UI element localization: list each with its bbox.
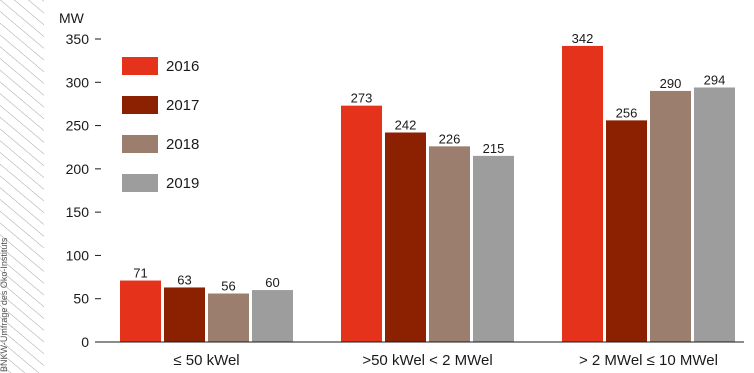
bar	[650, 90, 691, 342]
y-tick-label: 100	[66, 247, 90, 263]
bar-value-label: 294	[704, 72, 726, 87]
bar	[208, 293, 249, 342]
bar-value-label: 273	[351, 91, 373, 106]
bar-value-label: 215	[483, 141, 505, 156]
decorative-hatch-strip	[0, 0, 44, 373]
bar-value-label: 290	[660, 76, 682, 91]
bar	[120, 280, 161, 342]
y-axis: 0 50 100 150 200 250 300 350	[66, 31, 101, 350]
y-axis-unit: MW	[59, 10, 85, 26]
bar	[252, 290, 293, 342]
bar-value-label: 71	[133, 266, 147, 281]
legend-label: 2019	[166, 175, 199, 192]
x-category-label: >50 kWel < 2 MWel	[362, 352, 492, 369]
data-labels: 71 273 342 63 242 256 56 226 290 60 215 294	[133, 31, 725, 294]
y-tick-label: 150	[66, 204, 90, 220]
bar-value-label: 226	[439, 131, 461, 146]
x-category-label: > 2 MWel ≤ 10 MWel	[579, 352, 718, 369]
legend-swatch	[122, 135, 158, 153]
bar	[164, 287, 205, 342]
y-tick-label: 300	[66, 74, 90, 90]
legend-swatch	[122, 96, 158, 114]
y-tick-label: 50	[73, 291, 89, 307]
legend-swatch	[122, 57, 158, 75]
y-tick-label: 200	[66, 161, 90, 177]
legend-label: 2016	[166, 58, 199, 75]
bar-value-label: 63	[177, 272, 191, 287]
legend-label: 2017	[166, 97, 199, 114]
bar	[429, 146, 470, 342]
y-tick-label: 250	[66, 118, 90, 134]
bar-value-label: 256	[616, 105, 638, 120]
bar-series-group	[120, 45, 735, 343]
bar-value-label: 342	[572, 31, 594, 46]
bar-value-label: 56	[221, 279, 235, 294]
y-tick-label: 350	[66, 31, 90, 47]
x-category-label: ≤ 50 kWel	[173, 352, 239, 369]
x-axis: ≤ 50 kWel >50 kWel < 2 MWel > 2 MWel ≤ 10 …	[97, 341, 744, 369]
bar	[694, 87, 735, 342]
bar	[341, 105, 382, 342]
bar-value-label: 60	[265, 275, 279, 290]
legend-swatch	[122, 174, 158, 192]
bar-value-label: 242	[395, 117, 417, 132]
y-tick-label: 0	[81, 334, 89, 350]
bar	[562, 45, 603, 342]
bar	[385, 132, 426, 342]
legend: 2016 2017 2018 2019	[122, 57, 199, 192]
bar	[606, 120, 647, 343]
bar	[473, 155, 514, 342]
source-note: BNKW-Umfrage des Öko-Instituts	[0, 237, 9, 372]
legend-label: 2018	[166, 136, 199, 153]
